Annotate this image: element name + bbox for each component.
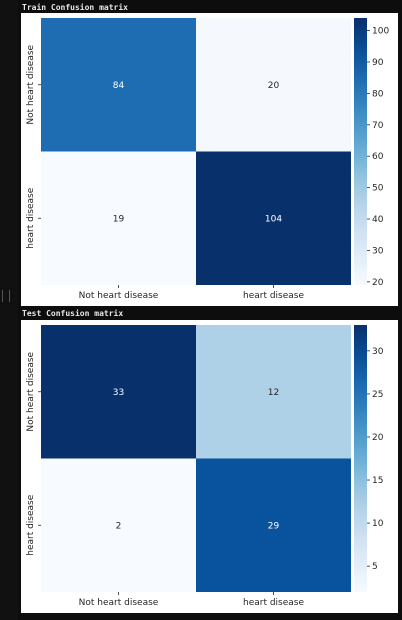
notebook-gutter	[0, 0, 18, 620]
train-colorbar-tick-label-7: 90	[372, 58, 384, 68]
train-colorbar-tick-label-8: 100	[372, 27, 389, 37]
test-heatmap-svg: 33 12 2 29 Not heart disease heart disease Not…	[26, 325, 384, 608]
train-colorbar-tick-label-1: 30	[372, 246, 384, 256]
test-colorbar-tick-label-3: 20	[372, 433, 384, 443]
train-x-tick-label-1: heart disease	[243, 291, 304, 301]
train-cell-1-0	[41, 151, 196, 285]
train-heatmap-svg: 84 20 19 104 Not heart disease heart disease N…	[26, 18, 389, 301]
train-colorbar-tick-label-4: 60	[372, 152, 384, 162]
output-collapse-icon[interactable]	[2, 290, 10, 302]
train-confusion-matrix-figure: 84 20 19 104 Not heart disease heart disease N…	[21, 13, 398, 306]
train-cell-label-0-0: 84	[113, 81, 125, 91]
test-confusion-matrix-figure: 33 12 2 29 Not heart disease heart disease Not…	[21, 320, 398, 613]
train-y-tick-label-0: Not heart disease	[26, 44, 36, 124]
test-cell-label-1-0: 2	[116, 521, 122, 531]
test-colorbar-tick-label-1: 10	[372, 519, 384, 529]
test-cell-0-0	[41, 325, 196, 459]
train-cell-0-1	[196, 18, 351, 152]
test-colorbar-tick-label-2: 15	[372, 476, 383, 486]
test-cell-0-1	[196, 325, 351, 459]
test-colorbar-tick-label-4: 25	[372, 390, 383, 400]
test-y-tick-label-1: heart disease	[26, 494, 36, 555]
test-cell-1-1	[196, 458, 351, 592]
test-colorbar	[354, 325, 367, 592]
test-cell-label-0-0: 33	[113, 388, 124, 398]
train-x-tick-label-0: Not heart disease	[79, 291, 159, 301]
test-cell-1-0	[41, 458, 196, 592]
train-output-title: Train Confusion matrix	[22, 3, 128, 12]
train-y-tick-label-1: heart disease	[26, 187, 36, 248]
train-colorbar-tick-label-3: 50	[372, 184, 384, 194]
train-colorbar-tick-label-5: 70	[372, 121, 384, 131]
test-colorbar-tick-label-0: 5	[372, 562, 378, 572]
test-x-tick-label-1: heart disease	[243, 598, 304, 608]
train-cell-0-0	[41, 18, 196, 152]
train-colorbar-tick-label-2: 40	[372, 215, 384, 225]
train-cell-label-1-1: 104	[265, 214, 282, 224]
train-colorbar-tick-label-6: 80	[372, 89, 384, 99]
train-cell-label-1-0: 19	[113, 214, 125, 224]
train-colorbar-tick-label-0: 20	[372, 278, 384, 288]
test-output-title: Test Confusion matrix	[22, 309, 124, 318]
train-colorbar	[354, 18, 367, 285]
test-colorbar-tick-label-5: 30	[372, 347, 384, 357]
test-cell-label-1-1: 29	[268, 521, 280, 531]
train-cell-1-1	[196, 151, 351, 285]
test-y-tick-label-0: Not heart disease	[26, 351, 36, 431]
test-x-tick-label-0: Not heart disease	[79, 598, 159, 608]
train-cell-label-0-1: 20	[268, 81, 280, 91]
test-cell-label-0-1: 12	[268, 388, 279, 398]
